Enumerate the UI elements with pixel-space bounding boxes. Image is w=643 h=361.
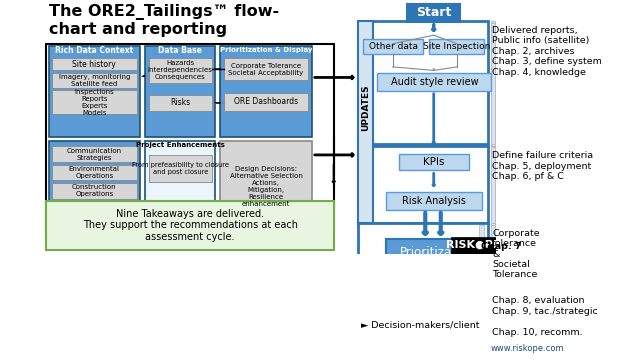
FancyBboxPatch shape [491,21,495,147]
FancyBboxPatch shape [52,90,136,114]
Text: The ORE2_Tailings™ flow-
chart and reporting: The ORE2_Tailings™ flow- chart and repor… [48,4,278,37]
Text: Rich Data Context: Rich Data Context [55,46,134,55]
FancyBboxPatch shape [145,46,215,137]
FancyBboxPatch shape [480,225,484,291]
FancyBboxPatch shape [491,22,492,144]
Text: ORE Dashboards: ORE Dashboards [234,97,298,106]
Text: Corporate
tolerance
&
Societal
Tolerance: Corporate tolerance & Societal Tolerance [492,229,539,279]
FancyBboxPatch shape [46,44,334,234]
FancyBboxPatch shape [407,4,460,22]
Text: Corporate Tolerance
Societal Acceptability: Corporate Tolerance Societal Acceptabili… [228,62,303,75]
FancyBboxPatch shape [221,46,312,137]
Text: Nine Takeaways are delivered.
They support the recommendations at each
assessmen: Nine Takeaways are delivered. They suppo… [82,209,298,242]
Text: www.riskope.com: www.riskope.com [491,344,565,353]
FancyBboxPatch shape [145,141,215,232]
FancyBboxPatch shape [358,21,373,223]
Text: RISK●PE: RISK●PE [446,240,500,250]
Text: KPIs: KPIs [423,157,444,167]
Text: Imagery, monitoring
Satellite feed: Imagery, monitoring Satellite feed [59,74,130,87]
FancyBboxPatch shape [149,58,212,83]
FancyBboxPatch shape [224,93,309,110]
FancyBboxPatch shape [491,22,495,144]
FancyBboxPatch shape [149,155,212,182]
FancyBboxPatch shape [491,223,495,293]
FancyBboxPatch shape [377,73,491,91]
FancyBboxPatch shape [358,146,488,223]
FancyBboxPatch shape [52,58,136,70]
FancyBboxPatch shape [491,225,495,291]
Text: Delivered reports,
Public info (satellite)
Chap. 2, archives
Chap. 3, define sys: Delivered reports, Public info (satellit… [492,26,602,77]
FancyBboxPatch shape [46,201,334,250]
Text: Construction
Operations: Construction Operations [72,184,116,197]
FancyBboxPatch shape [358,223,488,332]
FancyBboxPatch shape [52,183,136,199]
FancyBboxPatch shape [52,147,136,162]
Text: Prioritization & Display: Prioritization & Display [220,47,312,53]
FancyBboxPatch shape [52,73,136,88]
FancyBboxPatch shape [386,192,482,210]
Text: Hazards
Interdependencies
Consequences: Hazards Interdependencies Consequences [148,60,213,81]
Text: Site Inspection: Site Inspection [423,42,491,51]
Text: Audit style review: Audit style review [390,77,478,87]
Text: Chap. 7: Chap. 7 [481,242,521,251]
FancyBboxPatch shape [48,141,140,232]
FancyBboxPatch shape [491,147,495,225]
Text: Define failure criteria
Chap. 5, deployment
Chap. 6, pf & C: Define failure criteria Chap. 5, deploym… [492,151,593,181]
Text: Project Enhancements: Project Enhancements [136,142,224,148]
Text: Start: Start [415,6,451,19]
Text: Prioritization
And related
Mitigative
Roadmap: Prioritization And related Mitigative Ro… [399,245,475,304]
FancyBboxPatch shape [430,39,484,54]
FancyBboxPatch shape [52,165,136,180]
FancyBboxPatch shape [453,241,494,254]
FancyBboxPatch shape [399,153,469,170]
Text: Other data: Other data [368,42,418,51]
FancyBboxPatch shape [363,39,423,54]
FancyBboxPatch shape [224,58,309,80]
FancyBboxPatch shape [491,21,492,147]
Text: UPDATES: UPDATES [361,84,370,131]
Text: Environmental
Operations: Environmental Operations [69,166,120,179]
FancyBboxPatch shape [491,293,495,342]
FancyBboxPatch shape [491,21,492,147]
FancyBboxPatch shape [491,147,495,223]
FancyBboxPatch shape [221,141,312,232]
Text: Data Base: Data Base [158,46,202,55]
FancyBboxPatch shape [149,95,212,110]
FancyBboxPatch shape [48,46,140,137]
Text: Inspections
Reports
Experts
Models: Inspections Reports Experts Models [75,88,114,116]
Text: ► Decision-makers/client: ► Decision-makers/client [361,321,480,329]
FancyBboxPatch shape [386,239,488,310]
FancyBboxPatch shape [358,21,488,144]
Text: Risks: Risks [170,98,190,107]
Text: Chap. 8, evaluation
Chap. 9, tac./strategic

Chap. 10, recomm.: Chap. 8, evaluation Chap. 9, tac./strate… [492,296,598,337]
Text: Site history: Site history [73,60,116,69]
Text: From prefeasibility to closure
and post closure: From prefeasibility to closure and post … [132,162,229,175]
FancyBboxPatch shape [451,236,496,254]
Text: Design Decisions:
Alternative Selection
Actions,
Mitigation,
Resilience
enhancem: Design Decisions: Alternative Selection … [230,166,303,207]
Text: Communication
Strategies: Communication Strategies [67,148,122,161]
Text: Risk Analysis: Risk Analysis [402,196,466,206]
FancyBboxPatch shape [491,293,495,343]
